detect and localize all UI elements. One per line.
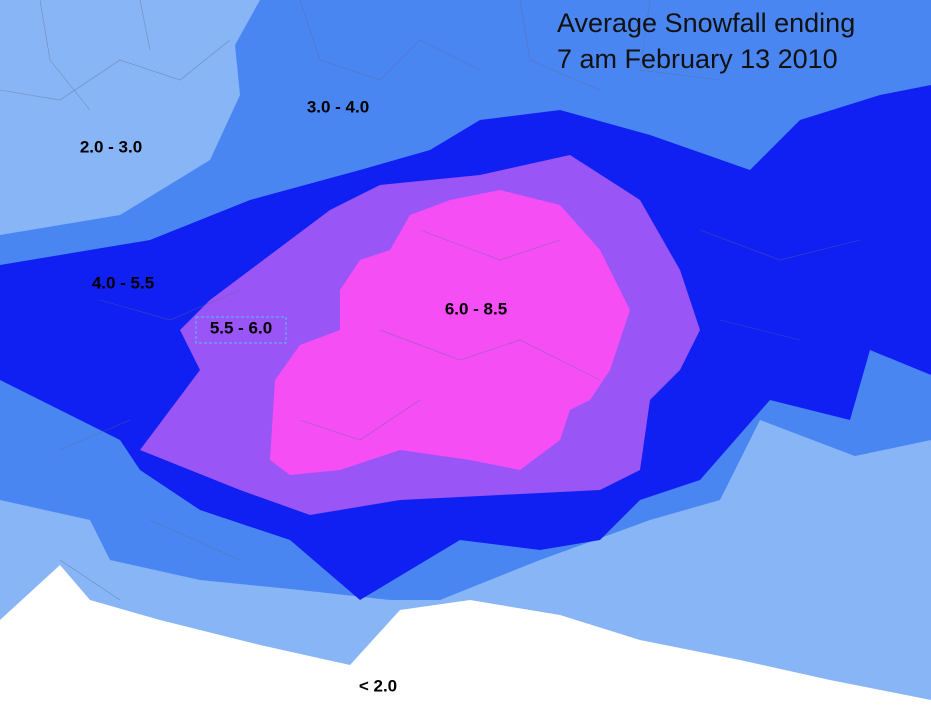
map-title: 7 am February 13 2010 <box>557 44 838 74</box>
zone-label: < 2.0 <box>359 676 397 695</box>
zone-label: 3.0 - 4.0 <box>307 97 369 116</box>
zone-6-8-5 <box>270 190 630 475</box>
zone-label: 2.0 - 3.0 <box>80 137 142 156</box>
map-title: Average Snowfall ending <box>557 8 855 38</box>
zone-2-3-coast <box>620 440 931 707</box>
zone-label: 6.0 - 8.5 <box>445 299 507 318</box>
label-box <box>195 316 287 344</box>
zone-label: 5.5 - 6.0 <box>210 318 272 337</box>
zone-under-2 <box>0 565 931 707</box>
zone-label: 4.0 - 5.5 <box>92 273 154 292</box>
county-lines <box>0 0 861 601</box>
